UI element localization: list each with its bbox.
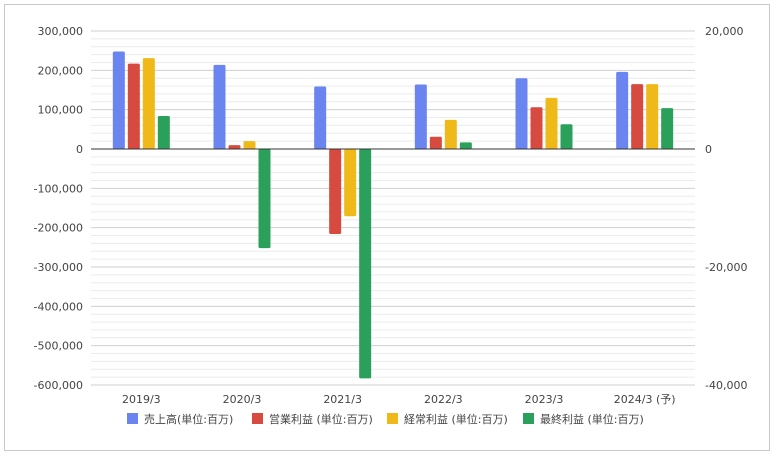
x-tick-label: 2019/3 (122, 393, 161, 406)
bar (560, 124, 573, 149)
x-tick-label: 2022/3 (424, 393, 463, 406)
legend-swatch (127, 413, 138, 424)
bar (127, 63, 140, 149)
bar (243, 141, 256, 149)
bar (213, 64, 226, 149)
x-tick-label: 2024/3 (予) (614, 393, 676, 406)
y2-tick-label: -40,000 (705, 379, 747, 392)
y-tick-label: -400,000 (34, 300, 83, 313)
legend-label: 経常利益 (単位:百万) (404, 412, 508, 426)
x-tick-label: 2021/3 (323, 393, 362, 406)
y2-tick-label: -20,000 (705, 261, 747, 274)
y2-tick-label: 0 (705, 143, 712, 156)
bar (646, 84, 659, 149)
bar (414, 84, 427, 149)
y-tick-label: 300,000 (38, 25, 84, 38)
y-tick-label: -300,000 (34, 261, 83, 274)
bar (314, 86, 327, 149)
legend-swatch (523, 413, 534, 424)
y-tick-label: 100,000 (38, 104, 84, 117)
legend-swatch (387, 413, 398, 424)
bar (429, 136, 442, 149)
legend-label: 最終利益 (単位:百万) (540, 412, 644, 426)
y-tick-label: 0 (76, 143, 83, 156)
bar (157, 115, 170, 149)
x-axis: 2019/3 2020/3 2021/3 2022/3 2023/3 2024/3 (予) (122, 393, 676, 406)
y-tick-label: -100,000 (34, 182, 83, 195)
x-tick-label: 2023/3 (525, 393, 564, 406)
bar (329, 149, 342, 234)
y-axis-right: 20,000 0 -20,000 -40,000 (705, 25, 747, 392)
bar-chart: 300,000 200,000 100,000 0 -100,000 -200,000 -3… (34, 25, 748, 426)
legend-swatch (252, 413, 263, 424)
bar (661, 108, 674, 149)
bar (142, 58, 155, 149)
y2-tick-label: 20,000 (705, 25, 744, 38)
y-axis-left: 300,000 200,000 100,000 0 -100,000 -200,000 -3… (34, 25, 83, 392)
legend-label: 営業利益 (単位:百万) (269, 412, 373, 426)
bar-series-group (112, 51, 674, 379)
bar (228, 145, 241, 149)
chart-frame: 300,000 200,000 100,000 0 -100,000 -200,000 -3… (4, 4, 770, 451)
bar (258, 149, 271, 249)
y-tick-label: -600,000 (34, 379, 83, 392)
bar (459, 142, 472, 149)
y-tick-label: -200,000 (34, 222, 83, 235)
bar (616, 71, 629, 149)
bar (515, 78, 528, 149)
bar (444, 119, 457, 149)
grid-lines (91, 30, 695, 386)
bar (530, 107, 543, 149)
bar (344, 149, 357, 217)
bar (631, 84, 644, 149)
bar (112, 51, 125, 149)
x-tick-label: 2020/3 (223, 393, 262, 406)
legend: 売上高(単位:百万) 営業利益 (単位:百万) 経常利益 (単位:百万) 最終利益 (… (127, 412, 644, 426)
y-tick-label: -500,000 (34, 340, 83, 353)
bar (545, 97, 558, 149)
legend-label: 売上高(単位:百万) (144, 412, 233, 426)
bar (359, 149, 372, 379)
y-tick-label: 200,000 (38, 64, 84, 77)
